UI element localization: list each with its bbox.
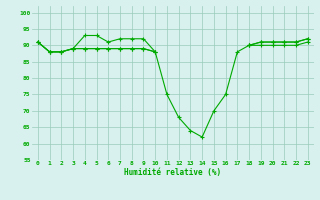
X-axis label: Humidité relative (%): Humidité relative (%) — [124, 168, 221, 177]
